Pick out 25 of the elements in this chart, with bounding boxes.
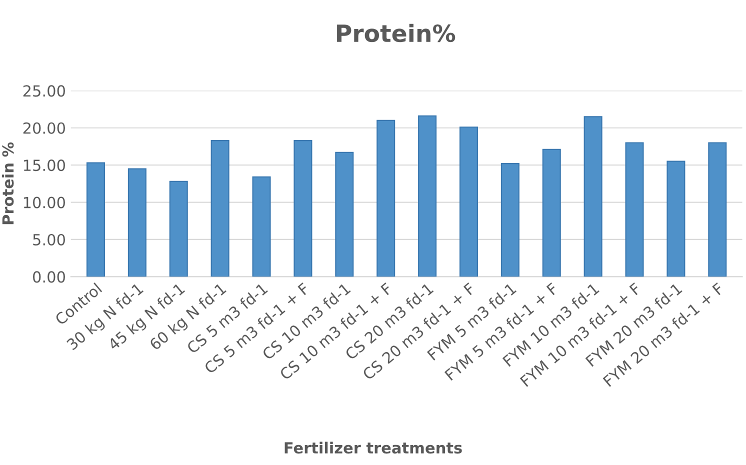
chart-title: Protein% [337,24,456,42]
y-axis-title: Protein % [2,142,14,224]
y-tick-label: 25.00 [23,85,65,97]
bar [294,140,312,277]
bar [542,148,561,277]
y-tick-label: 0.00 [33,271,65,283]
bar [210,140,230,277]
bar [584,116,602,277]
bar [708,142,727,277]
bar [86,162,105,277]
y-tick-label: 10.00 [24,196,65,208]
bar [376,120,396,277]
bar [252,176,271,277]
y-tick-label: 15.00 [24,160,65,172]
bar [169,180,188,277]
y-tick-label: 5.00 [33,234,65,246]
bar [625,142,644,277]
bar [500,163,520,277]
bar [459,126,478,277]
bar [666,160,686,277]
bar [128,168,146,277]
bar [335,152,354,277]
y-tick-label: 20.00 [23,122,65,134]
x-axis-title: Fertilizer treatments [284,442,462,454]
bar [418,115,437,277]
